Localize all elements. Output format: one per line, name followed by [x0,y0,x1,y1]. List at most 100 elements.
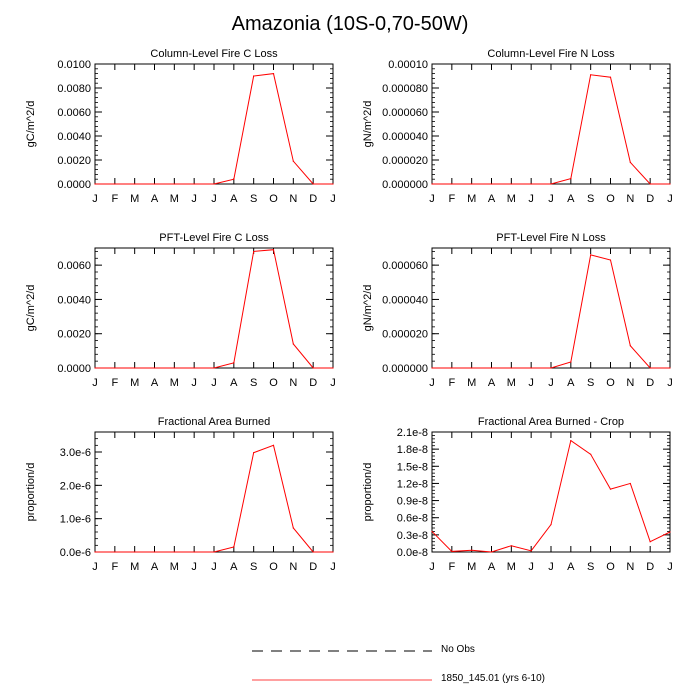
plot-frame [94,247,334,369]
x-tick-label: O [606,561,615,573]
y-tick-label: 0.0060 [57,107,91,119]
x-tick-label: J [211,377,217,389]
x-tick-label: F [111,193,118,205]
data-point [510,183,512,185]
data-point [649,183,651,185]
x-tick-label: S [250,377,257,389]
x-tick-label: F [111,377,118,389]
y-tick-label: 0.0000 [57,179,91,191]
page-title: Amazonia (10S-0,70-50W) [231,13,469,35]
data-point [134,183,136,185]
x-tick-label: J [548,193,554,205]
data-point [451,367,453,369]
data-point [94,183,96,185]
x-tick-label: D [309,561,317,573]
data-point [550,183,552,185]
x-tick-label: S [250,561,257,573]
data-point [629,345,631,347]
data-point [253,250,255,253]
y-tick-label: 0.000000 [382,363,428,375]
data-point [153,183,156,185]
y-tick-label: 0.0020 [57,329,91,341]
panel-title: Column-Level Fire N Loss [487,48,615,60]
x-tick-label: A [151,561,159,573]
data-point [153,551,156,553]
x-tick-label: D [646,193,654,205]
series-line [431,439,671,553]
data-point [550,367,552,369]
y-tick-label: 0.000080 [382,83,428,95]
data-point [312,551,314,553]
data-point [233,362,235,364]
x-tick-label: F [448,377,455,389]
plot-frame [94,431,334,553]
x-tick-label: D [309,193,317,205]
data-point [153,367,156,369]
data-point [649,367,651,369]
y-tick-label: 0.0080 [57,83,91,95]
data-point [253,452,255,454]
data-point [193,367,195,369]
x-tick-label: A [567,193,575,205]
y-tick-label: 0.0040 [57,131,91,143]
x-tick-label: M [467,377,476,389]
data-point [629,161,631,163]
x-tick-label: O [606,377,615,389]
data-point [669,183,671,185]
x-tick-label: N [626,377,634,389]
data-point [233,178,235,180]
x-tick-label: N [289,193,297,205]
y-tick-label: 2.0e-6 [60,480,91,492]
data-point [272,73,275,75]
x-tick-label: A [488,561,496,573]
data-point [471,549,473,551]
y-axis-label: gN/m^2/d [362,285,374,332]
x-tick-label: J [191,561,197,573]
x-tick-label: J [429,561,435,573]
x-tick-label: M [170,561,179,573]
data-point [134,551,136,553]
x-tick-label: M [467,193,476,205]
x-tick-label: M [170,377,179,389]
data-point [213,183,215,185]
x-tick-label: N [289,377,297,389]
x-tick-label: J [429,377,435,389]
data-point [471,183,473,185]
data-point [431,183,433,185]
x-tick-label: J [548,561,554,573]
y-tick-label: 0.000040 [382,294,428,306]
series-line [95,249,333,369]
x-tick-label: M [467,561,476,573]
x-tick-label: A [151,377,159,389]
data-point [490,367,493,369]
data-point [272,249,275,251]
y-tick-label: 0.0020 [57,155,91,167]
data-point [609,259,612,261]
x-tick-label: J [92,561,98,573]
data-point [94,551,96,553]
y-axis-label: proportion/d [25,463,37,522]
data-point [510,367,512,369]
legend-obs-label: No Obs [441,644,475,655]
data-point [629,482,631,485]
x-tick-label: A [230,561,238,573]
x-tick-label: A [567,377,575,389]
x-tick-label: J [429,193,435,205]
y-tick-label: 0.000020 [382,329,428,341]
data-point [431,530,433,533]
data-point [272,444,275,446]
x-tick-label: M [130,193,139,205]
data-point [213,367,215,369]
data-point [173,367,175,369]
y-tick-label: 0.000060 [382,260,428,272]
x-tick-label: M [130,377,139,389]
x-tick-label: J [191,193,197,205]
data-point [431,367,433,369]
y-tick-label: 0.000060 [382,107,428,119]
y-tick-label: 2.1e-8 [397,427,428,439]
panel-title: PFT-Level Fire N Loss [496,232,606,244]
x-tick-label: J [191,377,197,389]
